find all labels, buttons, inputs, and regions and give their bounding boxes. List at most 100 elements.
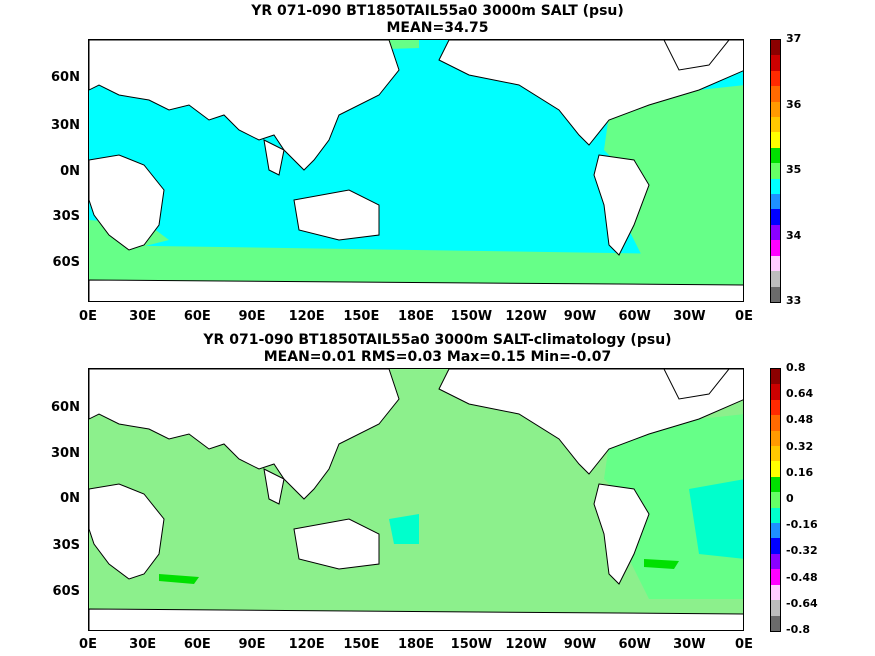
land-africa (89, 483, 165, 580)
land-south-america (593, 154, 650, 256)
lon-label: 0E (735, 309, 753, 324)
lon-label: 90E (238, 309, 266, 324)
colorbar-swatch (771, 584, 780, 601)
colorbar-swatch (771, 415, 780, 431)
colorbar-swatch (771, 117, 780, 133)
land-india (263, 139, 285, 176)
land-greenland (663, 369, 730, 400)
colorbar-tick-label: 34 (786, 228, 802, 242)
land-antarctica (89, 608, 743, 630)
bottom-title-line1: YR 071-090 BT1850TAIL55a0 3000m SALT-cli… (203, 332, 672, 348)
lon-label: 150W (450, 637, 493, 652)
land-antarctica (89, 279, 743, 301)
lon-label: 30E (129, 309, 157, 324)
top-lat-60S: 60S (52, 255, 80, 270)
colorbar-tick-label: 37 (786, 32, 802, 45)
land-eurasia (89, 40, 400, 171)
colorbar-tick-label: -0.48 (786, 570, 818, 584)
lon-label: 30E (129, 637, 157, 652)
bottom-lat-30S: 30S (52, 538, 80, 553)
colorbar-tick-label: 0 (786, 492, 794, 505)
bottom-lat-60N: 60N (51, 400, 80, 415)
lon-label: 90W (563, 637, 597, 652)
lon-label: 30W (673, 637, 706, 652)
lon-label: 150E (343, 637, 380, 652)
lon-label: 180E (397, 309, 435, 324)
colorbar-tick-label: 0.64 (786, 387, 814, 401)
land-eurasia (89, 369, 400, 500)
bottom-map (88, 368, 744, 631)
top-lat-0N: 0N (60, 164, 80, 179)
top-lat-30N: 30N (51, 118, 80, 133)
colorbar-swatch (771, 147, 780, 164)
south-green-band (89, 245, 743, 285)
colorbar-tick-label: 0.48 (786, 413, 814, 427)
colorbar-swatch (771, 538, 780, 554)
colorbar-tick-label: 33 (786, 294, 802, 307)
green-spot-1 (159, 574, 199, 584)
colorbar-swatch (771, 569, 780, 585)
colorbar-swatch (771, 70, 780, 87)
land-masses (89, 40, 743, 301)
lon-label: 90E (238, 637, 266, 652)
land-australia (293, 189, 380, 241)
colorbar-tick-label: -0.32 (786, 544, 818, 558)
top-lat-60N: 60N (51, 70, 80, 85)
bottom-lat-60S: 60S (52, 584, 80, 599)
land-north-america (438, 369, 743, 475)
colorbar-swatch (771, 163, 780, 179)
colorbar-swatch (771, 615, 780, 631)
green-spot-2 (644, 559, 679, 569)
land-greenland (663, 40, 730, 71)
colorbar-swatch (771, 101, 780, 118)
colorbar-swatch (771, 507, 780, 524)
top-map (88, 39, 744, 302)
lon-label: 60E (183, 637, 211, 652)
top-title-line2: MEAN=34.75 (386, 20, 489, 36)
colorbar-swatch (771, 271, 780, 287)
cyan-anomaly-2 (389, 514, 419, 544)
lon-label: 150E (343, 309, 380, 324)
colorbar-swatch (771, 492, 780, 508)
lon-label: 0E (79, 637, 97, 652)
colorbar-swatch (771, 224, 780, 241)
colorbar-tick-label: 35 (786, 163, 802, 176)
colorbar-swatch (771, 476, 780, 493)
lon-label: 60W (618, 309, 651, 324)
colorbar-swatch (771, 430, 780, 447)
bottom-title-line2: MEAN=0.01 RMS=0.03 Max=0.15 Min=-0.07 (263, 349, 612, 365)
lon-label: 0E (735, 637, 753, 652)
land-south-america (593, 483, 650, 585)
bottom-colorbar (770, 368, 781, 632)
colorbar-swatch (771, 55, 780, 71)
land-india (263, 468, 285, 505)
colorbar-swatch (771, 209, 780, 225)
colorbar-tick-label: 0.32 (786, 439, 814, 453)
colorbar-tick-label: -0.8 (786, 623, 811, 636)
top-colorbar (770, 39, 781, 303)
colorbar-swatch (771, 553, 780, 570)
cyan-anomaly-1 (689, 479, 743, 559)
colorbar-swatch (771, 600, 780, 616)
colorbar-swatch (771, 194, 780, 210)
colorbar-swatch (771, 369, 780, 385)
top-map-svg (89, 40, 743, 301)
bottom-lat-30N: 30N (51, 446, 80, 461)
land-north-america (438, 40, 743, 146)
colorbar-swatch (771, 399, 780, 416)
lon-label: 120E (288, 637, 325, 652)
colorbar-swatch (771, 286, 780, 302)
colorbar-tick-label: -0.16 (786, 518, 818, 532)
colorbar-tick-label: 36 (786, 97, 802, 111)
land-australia (293, 518, 380, 570)
colorbar-swatch (771, 523, 780, 539)
lon-label: 90W (563, 309, 597, 324)
colorbar-swatch (771, 40, 780, 56)
colorbar-swatch (771, 178, 780, 195)
lon-label: 30W (673, 309, 706, 324)
colorbar-tick-label: 0.16 (786, 465, 814, 479)
lon-label: 120E (288, 309, 325, 324)
lon-label: 150W (450, 309, 493, 324)
bottom-lat-0N: 0N (60, 491, 80, 506)
colorbar-swatch (771, 255, 780, 272)
